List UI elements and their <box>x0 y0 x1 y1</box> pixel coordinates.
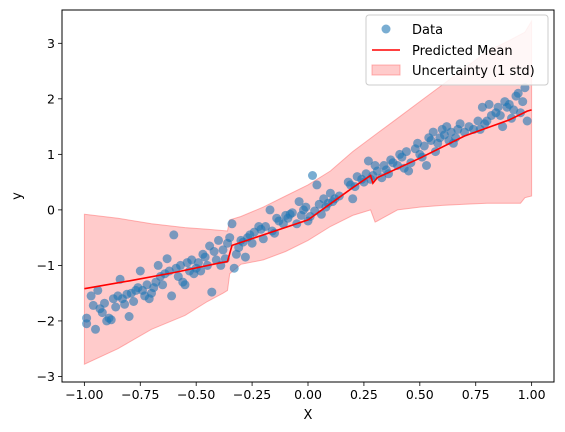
data-point <box>518 97 528 107</box>
data-point <box>498 122 508 132</box>
x-tick-label: −0.50 <box>177 387 215 402</box>
uncertainty-band-layer <box>83 19 533 365</box>
data-point <box>261 222 270 231</box>
y-tick-label: 1 <box>47 147 55 162</box>
data-point <box>247 238 257 248</box>
data-point <box>167 291 177 301</box>
legend-label-data: Data <box>412 23 443 38</box>
x-tick-label: 1.00 <box>518 387 546 402</box>
data-point <box>106 315 116 325</box>
data-point <box>207 287 217 297</box>
legend-label-uncertainty: Uncertainty (1 std) <box>412 64 535 79</box>
predicted-mean-line <box>84 109 532 290</box>
x-tick-label: 0.25 <box>350 387 378 402</box>
data-point <box>86 291 96 301</box>
data-point <box>153 260 163 270</box>
data-point <box>363 156 373 166</box>
legend: Data Predicted Mean Uncertainty (1 std) <box>365 14 549 86</box>
y-axis-label: y <box>10 192 25 200</box>
data-point <box>196 266 206 276</box>
data-point <box>428 127 438 137</box>
data-point <box>404 166 414 176</box>
predicted-mean-layer <box>84 109 532 290</box>
data-point <box>218 245 228 255</box>
y-axis-ticks: −3 −2 −1 0 1 2 3 <box>37 36 62 384</box>
data-point <box>422 161 431 170</box>
data-point <box>419 141 429 151</box>
data-point <box>287 208 297 218</box>
data-point <box>100 298 109 308</box>
legend-box <box>365 14 549 86</box>
data-point <box>169 230 179 240</box>
y-tick-label: −3 <box>37 369 55 384</box>
data-point <box>495 111 505 120</box>
data-point <box>120 299 130 309</box>
x-tick-label: −0.25 <box>233 387 271 402</box>
data-point <box>93 285 103 295</box>
data-point <box>82 319 92 329</box>
legend-marker-data <box>381 24 391 34</box>
data-point <box>88 300 98 310</box>
data-point <box>162 254 172 264</box>
data-point <box>308 171 317 180</box>
data-point <box>135 266 145 276</box>
uncertainty-band <box>83 19 533 365</box>
data-point <box>111 302 121 312</box>
data-point <box>227 219 237 229</box>
data-point <box>513 88 523 98</box>
data-point <box>509 105 519 115</box>
data-point <box>265 205 275 215</box>
data-point <box>193 258 203 268</box>
data-point <box>129 297 139 306</box>
data-point <box>200 252 210 262</box>
y-tick-label: 2 <box>47 91 55 106</box>
x-tick-label: 0.75 <box>462 387 490 402</box>
data-point <box>97 308 107 318</box>
data-point <box>401 147 411 157</box>
data-point <box>372 166 382 176</box>
y-tick-label: 3 <box>47 36 55 51</box>
x-axis-label: X <box>304 408 313 423</box>
data-point <box>240 252 250 262</box>
data-point <box>348 194 358 204</box>
data-point <box>180 280 190 290</box>
x-tick-label: −0.75 <box>121 387 159 402</box>
x-tick-label: 0.00 <box>294 387 322 402</box>
y-tick-label: 0 <box>47 202 55 217</box>
legend-marker-uncertainty <box>371 64 401 76</box>
data-point <box>455 119 465 129</box>
data-point <box>91 324 100 334</box>
y-tick-label: −2 <box>37 313 55 328</box>
legend-label-predicted-mean: Predicted Mean <box>412 44 513 59</box>
data-point <box>312 180 322 190</box>
data-point <box>522 116 532 126</box>
data-point <box>209 247 219 256</box>
data-point <box>214 235 223 245</box>
x-tick-label: −1.00 <box>65 387 103 402</box>
y-tick-label: −1 <box>37 258 55 273</box>
x-tick-label: 0.50 <box>406 387 434 402</box>
data-point <box>225 233 235 243</box>
data-point <box>258 234 268 244</box>
data-point <box>229 263 239 273</box>
data-point <box>484 99 494 109</box>
data-point <box>493 102 503 112</box>
data-point <box>294 197 304 207</box>
data-point <box>158 280 168 290</box>
data-point <box>124 312 134 321</box>
x-axis-ticks: −1.00 −0.75 −0.50 −0.25 0.00 0.25 0.50 0.75 1.00 <box>65 382 546 402</box>
data-point <box>301 202 311 212</box>
